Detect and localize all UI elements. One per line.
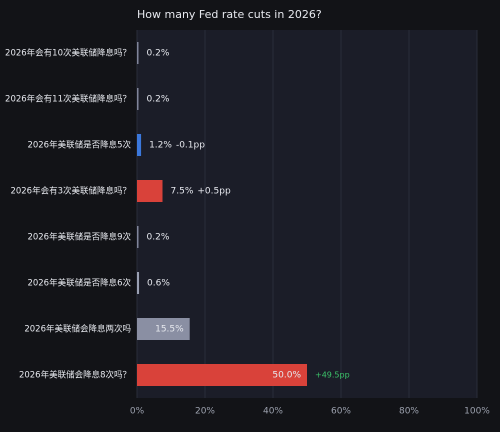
bar (137, 42, 139, 64)
y-tick-label: 2026年美联储是否降息6次 (27, 278, 131, 289)
y-tick-label: 2026年美联储会降息两次吗 (24, 324, 131, 335)
y-tick-label: 2026年会有3次美联储降息吗？ (10, 186, 131, 197)
bar (137, 226, 139, 248)
bar (137, 318, 190, 340)
value-label: 1.2% (149, 141, 172, 151)
y-tick-label: 2026年美联储是否降息9次 (27, 232, 131, 243)
y-tick-label: 2026年会有11次美联储降息吗？ (5, 94, 131, 105)
y-tick-label: 2026年会有10次美联储降息吗？ (5, 48, 131, 59)
bar (137, 134, 142, 156)
x-tick-label: 100% (464, 407, 490, 417)
y-tick-label: 2026年美联储会降息8次吗？ (19, 370, 131, 381)
value-label: 0.6% (147, 279, 170, 289)
x-tick-label: 40% (263, 407, 283, 417)
value-label: 0.2% (147, 49, 170, 59)
x-tick-label: 80% (399, 407, 419, 417)
bar (137, 272, 140, 294)
value-label: 50.0% (272, 371, 301, 381)
chart-title: How many Fed rate cuts in 2026? (137, 8, 322, 21)
value-label: 15.5% (155, 325, 184, 335)
value-label: 0.2% (147, 233, 170, 243)
bar (137, 88, 139, 110)
value-label: 0.2% (147, 95, 170, 105)
change-label: +0.5pp (197, 187, 231, 197)
bar (137, 180, 163, 202)
x-tick-label: 60% (331, 407, 351, 417)
plot-area (137, 30, 477, 398)
x-tick-label: 0% (130, 407, 145, 417)
bar (137, 364, 307, 386)
x-tick-label: 20% (195, 407, 215, 417)
change-label: +49.5pp (315, 371, 350, 380)
value-label: 7.5% (171, 187, 194, 197)
y-tick-label: 2026年美联储是否降息5次 (27, 140, 131, 151)
change-label: -0.1pp (176, 141, 205, 151)
